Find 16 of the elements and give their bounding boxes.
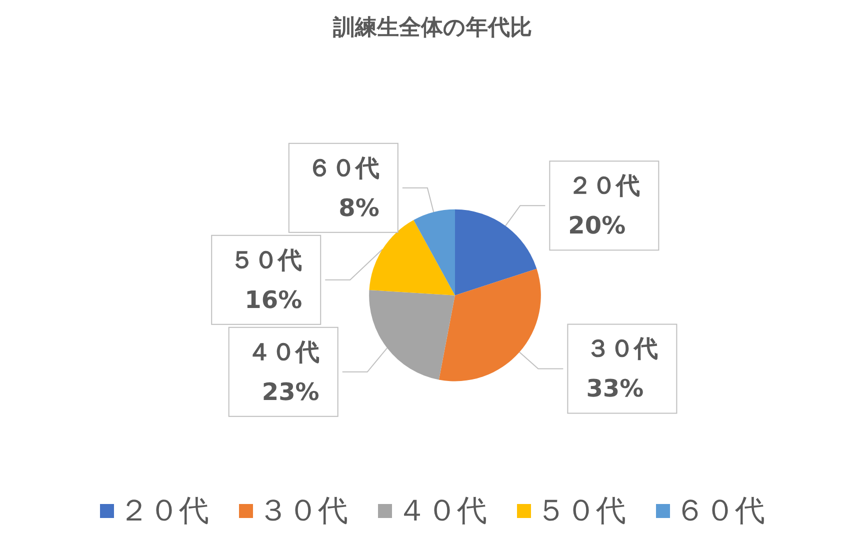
data-label: 23% xyxy=(262,378,320,406)
slice-label: ３０代 xyxy=(586,334,658,363)
legend-label: ５０代 xyxy=(536,494,626,528)
data-label: 16% xyxy=(244,286,302,314)
legend-label: ４０代 xyxy=(397,494,487,528)
legend-label: ２０代 xyxy=(119,494,209,528)
data-label: 33% xyxy=(586,374,644,403)
slice-label: ２０代 xyxy=(568,172,640,200)
legend-label: ３０代 xyxy=(258,494,348,528)
slice-label: ６０代 xyxy=(307,154,380,182)
legend-label: ６０代 xyxy=(675,494,765,528)
data-label: 8% xyxy=(338,194,380,222)
data-label: 20% xyxy=(568,212,626,240)
slice-label: ４０代 xyxy=(247,338,320,366)
slice-label: ５０代 xyxy=(230,246,302,274)
chart-title: 訓練生全体の年代比 xyxy=(332,16,532,40)
